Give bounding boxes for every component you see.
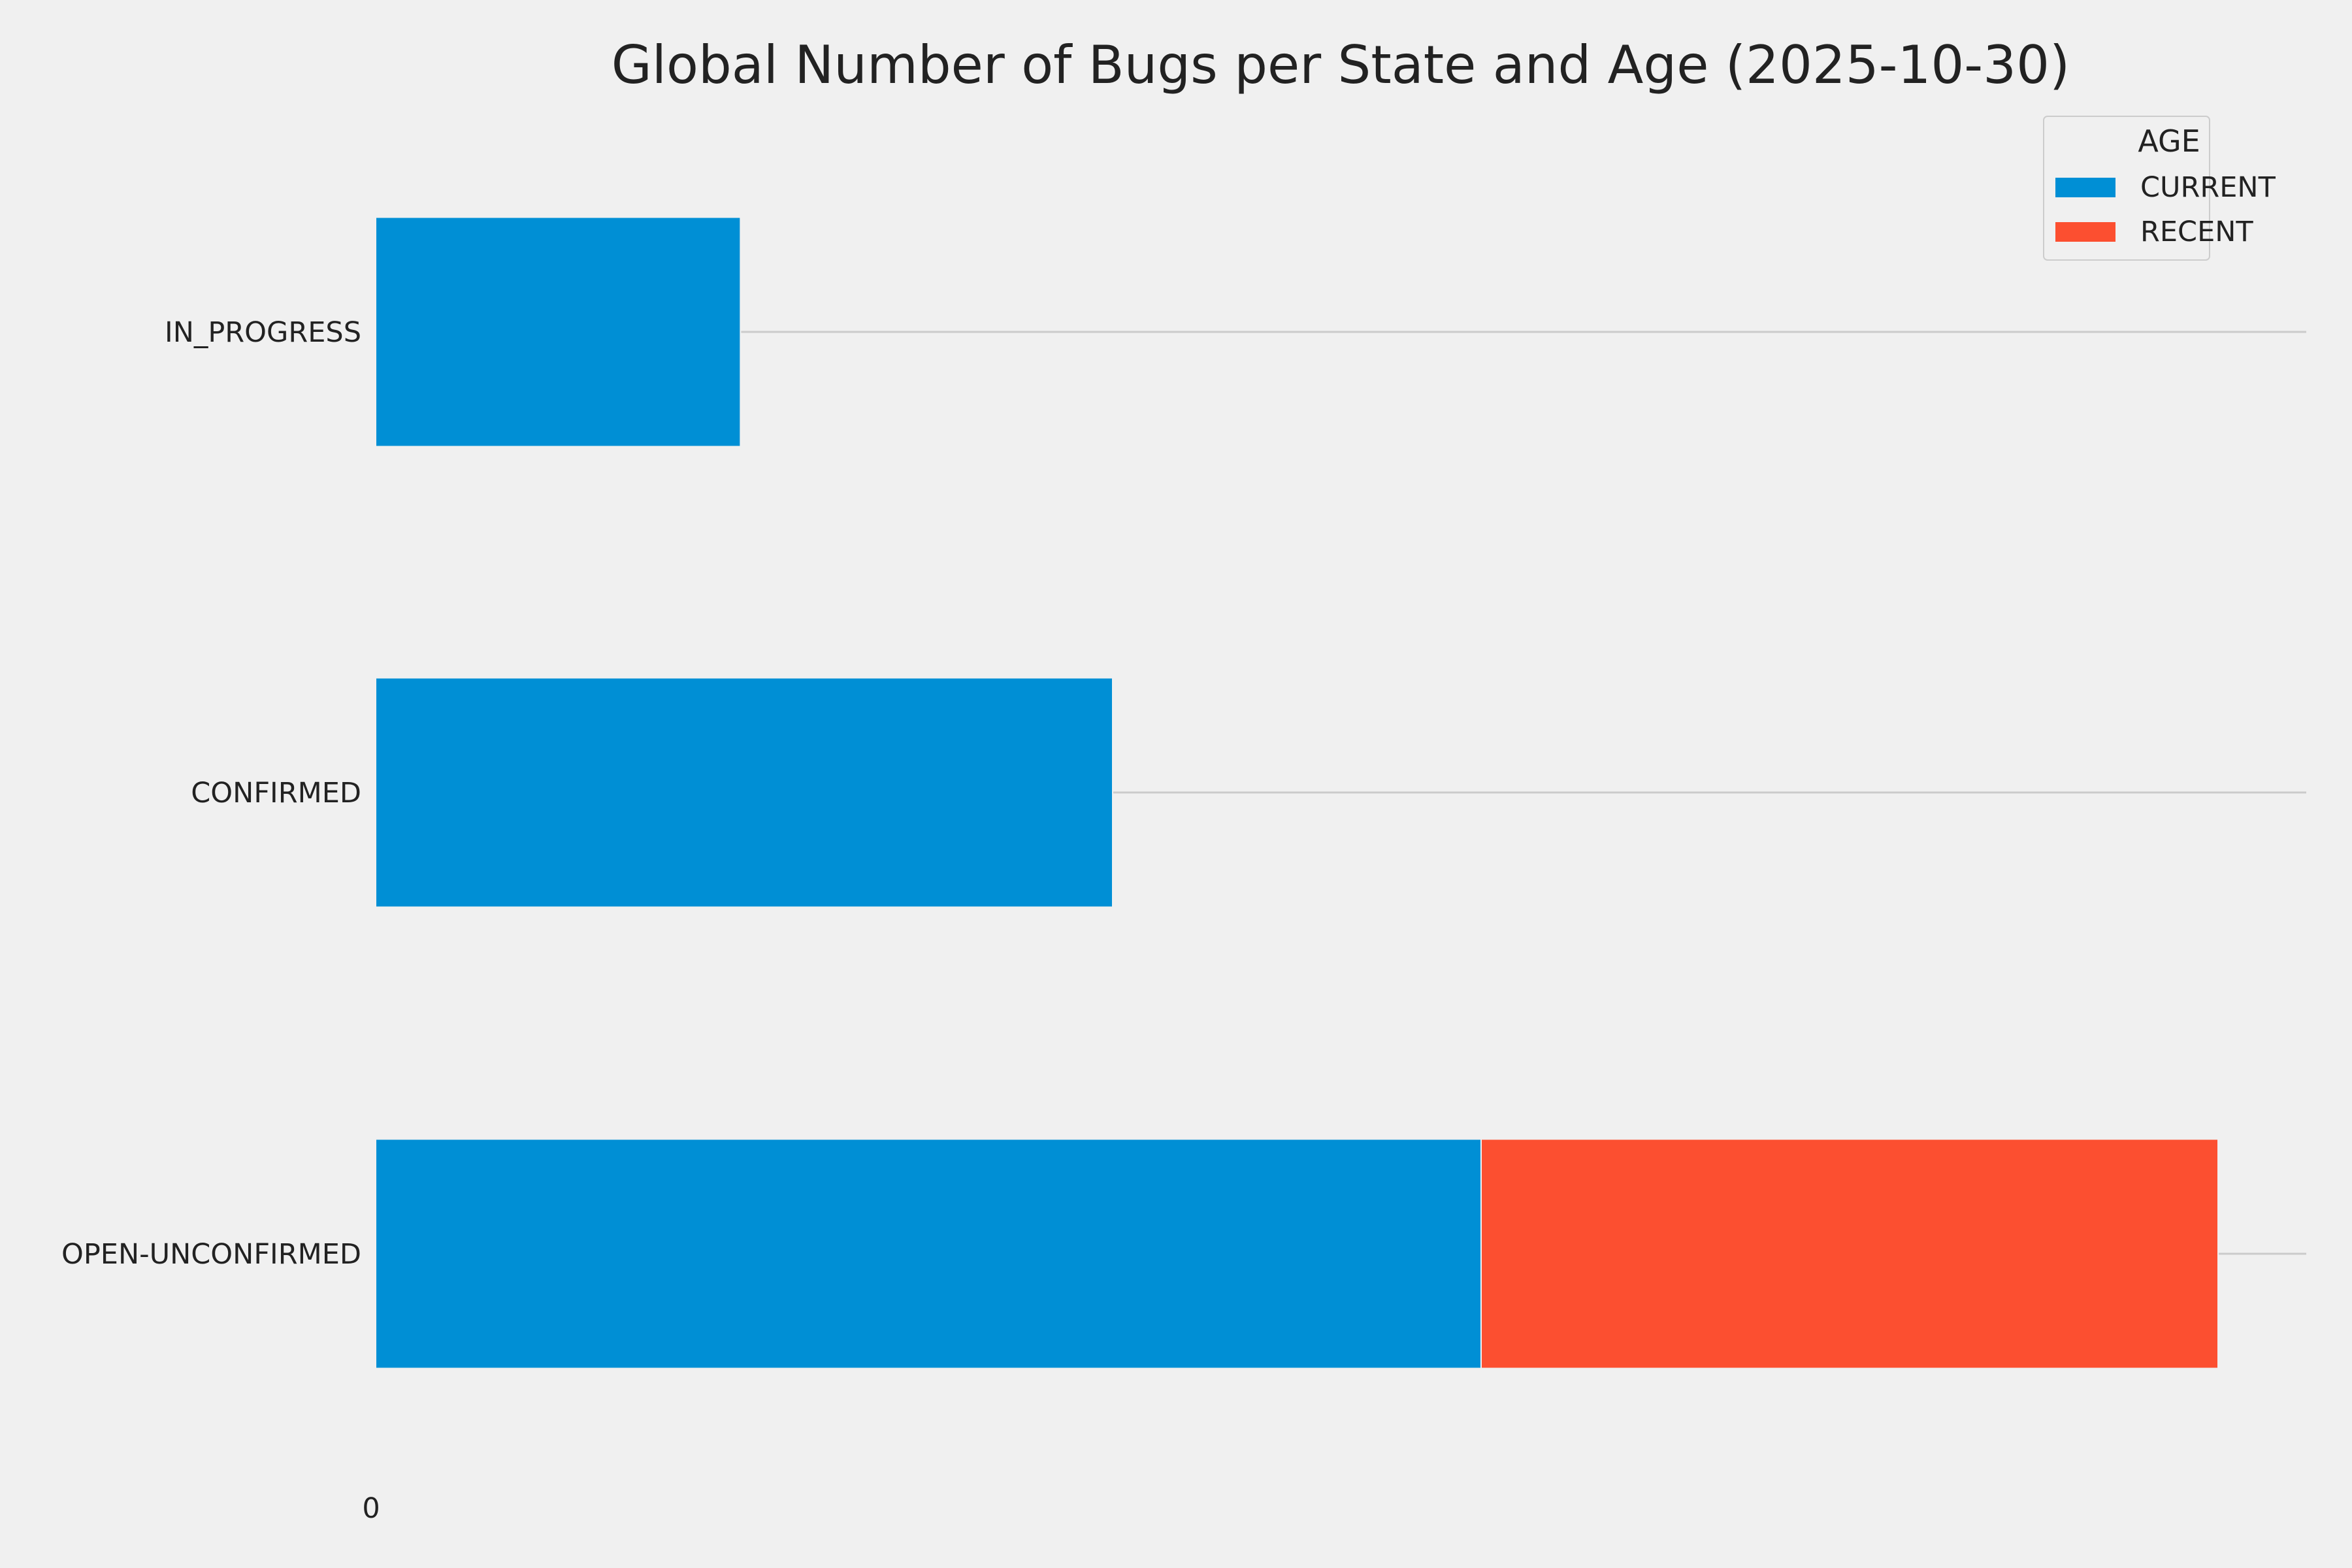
bar-in-progress-current (375, 216, 742, 448)
bars (375, 216, 2219, 1369)
chart-title: Global Number of Bugs per State and Age … (612, 35, 2070, 95)
bar-open-unconfirmed-current (375, 1138, 1482, 1369)
x-tick-labels: 0 (362, 1492, 380, 1525)
y-tick-label-confirmed: CONFIRMED (191, 777, 361, 809)
legend-swatch-current (2055, 178, 2115, 197)
legend-swatch-recent (2055, 222, 2115, 242)
legend-label-recent: RECENT (2140, 216, 2253, 248)
y-tick-labels: IN_PROGRESS CONFIRMED OPEN-UNCONFIRMED (61, 316, 361, 1271)
legend-label-current: CURRENT (2140, 171, 2276, 204)
legend-title: AGE (2138, 123, 2200, 159)
y-tick-label-open-unconfirmed: OPEN-UNCONFIRMED (61, 1238, 361, 1271)
bar-open-unconfirmed-recent (1480, 1138, 2219, 1369)
y-tick-label-in-progress: IN_PROGRESS (165, 316, 361, 349)
x-tick-label-0: 0 (362, 1492, 380, 1525)
legend: AGE CURRENT RECENT (2043, 116, 2276, 261)
bar-confirmed-current (375, 677, 1113, 908)
